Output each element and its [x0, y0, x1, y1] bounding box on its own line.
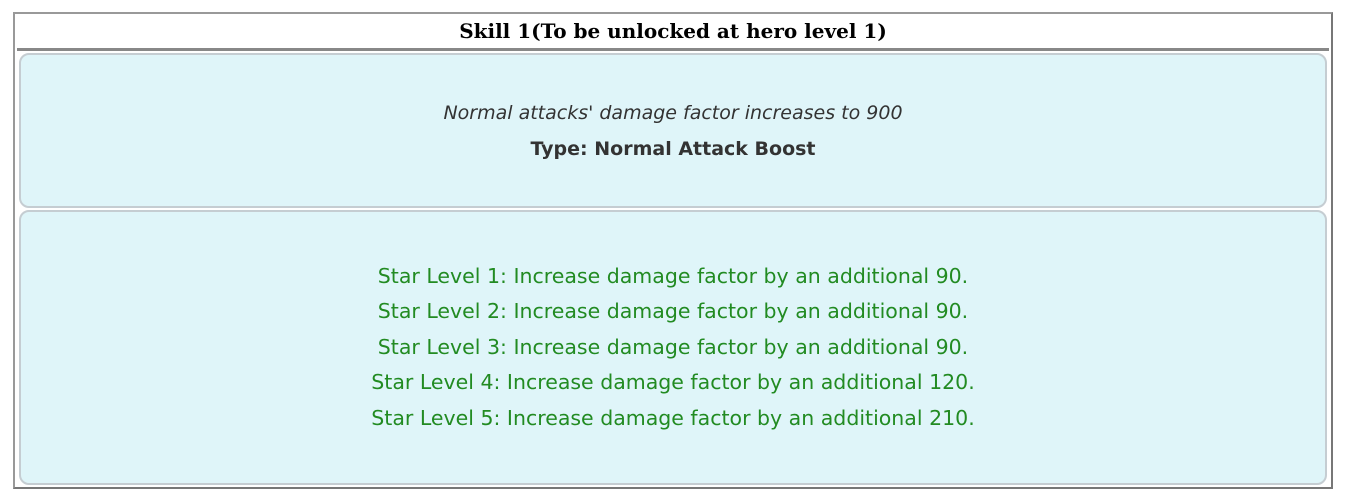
skill-description: Normal attacks' damage factor increases …: [443, 101, 903, 124]
skill-title: Skill 1(To be unlocked at hero level 1): [17, 14, 1329, 51]
star-level-2: Star Level 2: Increase damage factor by …: [377, 299, 969, 324]
star-level-1: Star Level 1: Increase damage factor by …: [377, 263, 969, 288]
star-level-3: Star Level 3: Increase damage factor by …: [377, 334, 969, 359]
skill-description-panel: Normal attacks' damage factor increases …: [19, 53, 1327, 208]
star-levels-panel: Star Level 1: Increase damage factor by …: [19, 210, 1327, 485]
skill-table: Skill 1(To be unlocked at hero level 1) …: [13, 12, 1333, 489]
star-level-5: Star Level 5: Increase damage factor by …: [371, 405, 975, 430]
star-level-4: Star Level 4: Increase damage factor by …: [371, 370, 975, 395]
skill-type: Type: Normal Attack Boost: [530, 137, 816, 160]
